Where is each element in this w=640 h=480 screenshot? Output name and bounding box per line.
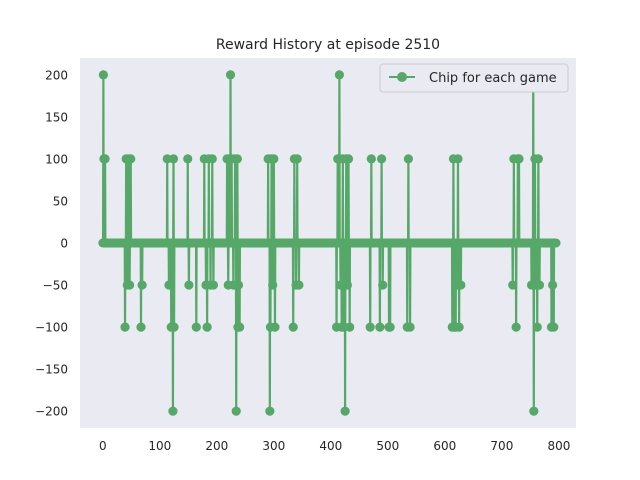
data-point	[208, 280, 219, 290]
series-markers	[98, 70, 559, 416]
data-point	[334, 70, 345, 80]
data-point	[265, 406, 275, 416]
x-tick-label: 500	[376, 439, 399, 453]
y-tick-label: −200	[35, 405, 68, 419]
data-point	[120, 322, 130, 332]
x-tick-label: 600	[433, 439, 456, 453]
data-point	[454, 322, 464, 332]
data-point	[184, 280, 194, 290]
x-tick-label: 700	[490, 439, 513, 453]
data-point	[378, 280, 388, 290]
data-point	[375, 322, 385, 332]
legend: Chip for each game	[379, 63, 569, 93]
data-point	[532, 322, 542, 332]
data-point	[403, 154, 413, 164]
data-point	[169, 322, 179, 332]
y-tick-label: −50	[43, 279, 68, 293]
data-point	[125, 280, 135, 290]
data-point	[376, 154, 387, 164]
legend-box	[379, 63, 569, 93]
data-point	[294, 280, 304, 290]
data-point	[508, 280, 518, 290]
data-point	[191, 322, 201, 332]
data-point	[202, 322, 212, 332]
data-point	[270, 322, 280, 332]
data-point	[98, 70, 108, 80]
x-tick-label: 800	[547, 439, 570, 453]
data-point	[529, 406, 539, 416]
data-point	[335, 280, 346, 290]
data-point	[385, 322, 395, 332]
data-point	[548, 280, 558, 290]
data-point	[534, 280, 545, 290]
data-point	[268, 280, 278, 290]
data-point	[231, 406, 241, 416]
data-point	[168, 406, 178, 416]
data-point	[456, 280, 466, 290]
y-tick-label: 50	[53, 194, 68, 208]
x-tick-label: 300	[262, 439, 285, 453]
y-tick-label: 100	[45, 152, 68, 166]
data-point	[233, 280, 244, 290]
legend-marker-swatch	[397, 72, 407, 82]
data-point	[225, 70, 236, 80]
y-tick-label: −100	[35, 321, 68, 335]
data-point	[137, 280, 147, 290]
data-point	[183, 154, 193, 164]
x-tick-label: 0	[99, 439, 107, 453]
data-point	[345, 322, 355, 332]
data-point	[168, 154, 179, 164]
y-tick-label: 150	[45, 110, 68, 124]
data-point	[405, 322, 415, 332]
data-point	[164, 280, 174, 290]
data-point	[269, 154, 279, 164]
chart-title: Reward History at episode 2510	[216, 37, 440, 53]
data-point	[207, 154, 217, 164]
x-axis: 0 100 200 300 400 500 600 700 800	[99, 439, 570, 453]
plot-area	[98, 70, 561, 416]
data-point	[533, 154, 543, 164]
data-point	[235, 322, 245, 332]
data-point	[365, 322, 375, 332]
data-point	[292, 154, 302, 164]
data-point	[288, 322, 298, 332]
data-point	[343, 154, 354, 164]
x-tick-label: 200	[205, 439, 228, 453]
data-point	[232, 154, 242, 164]
baseline-markers	[98, 238, 561, 248]
y-axis: −200 −150 −100 −50 0 50 100 150 200	[35, 68, 68, 418]
y-tick-label: −150	[35, 363, 68, 377]
data-point	[342, 280, 352, 290]
data-point	[126, 154, 136, 164]
y-tick-label: 200	[45, 68, 68, 82]
x-tick-label: 100	[148, 439, 171, 453]
y-tick-label: 0	[60, 237, 68, 251]
data-point	[100, 154, 110, 164]
data-point	[340, 406, 350, 416]
data-point	[511, 322, 521, 332]
data-point	[136, 322, 146, 332]
data-point	[549, 322, 559, 332]
data-point	[514, 154, 524, 164]
data-point	[366, 154, 376, 164]
legend-label: Chip for each game	[429, 71, 557, 86]
data-point	[453, 154, 463, 164]
x-tick-label: 400	[319, 439, 342, 453]
